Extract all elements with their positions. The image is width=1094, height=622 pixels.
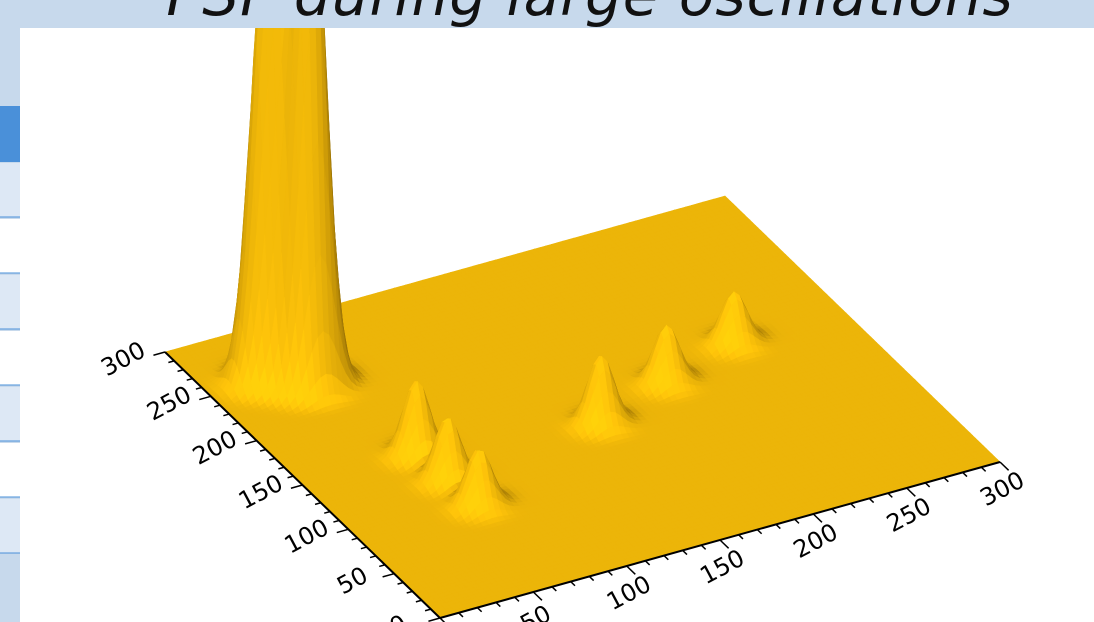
surface-mesh (164, 28, 1001, 619)
slide-title: PSF during large oscillations (0, 0, 1094, 24)
plot-panel: 50100150200250300050100150200250300 (20, 28, 1094, 622)
surface-plot: 50100150200250300050100150200250300 (96, 28, 1029, 622)
